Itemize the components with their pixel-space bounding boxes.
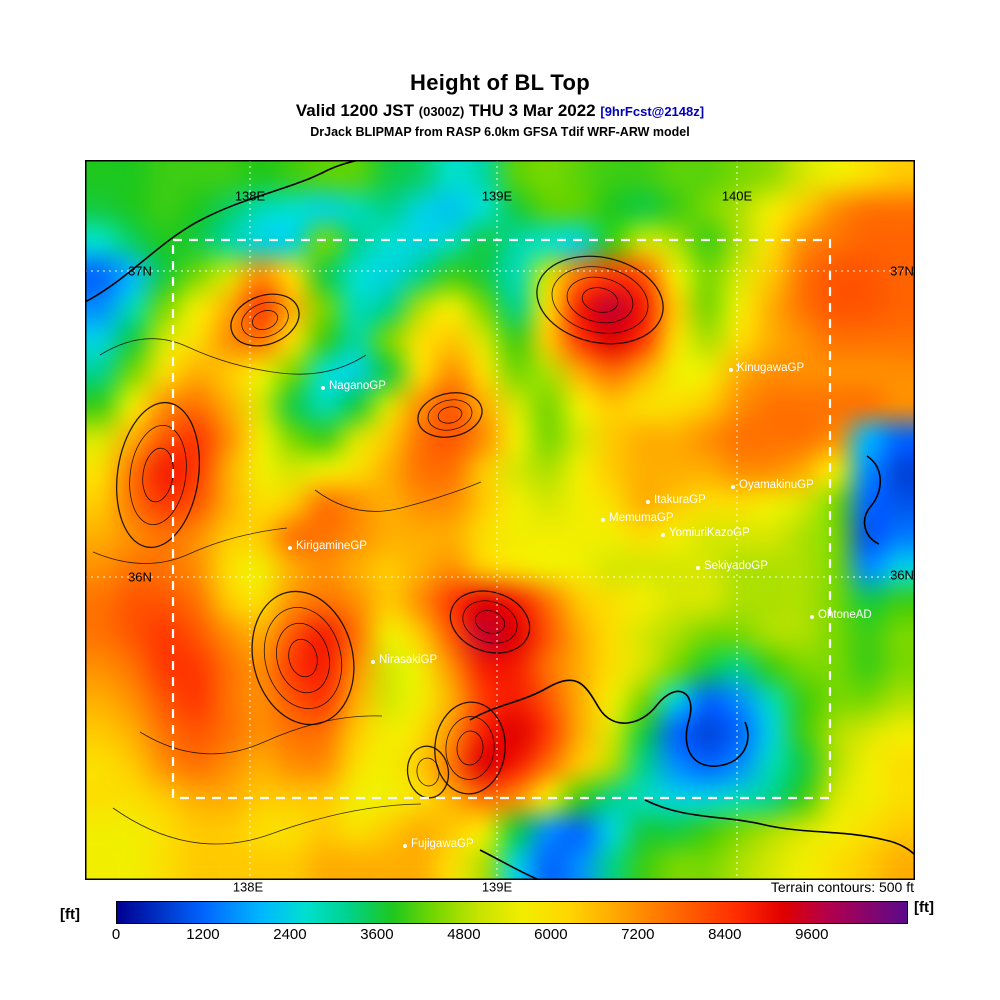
terrain-contour-ring [252, 310, 278, 330]
colorbar-unit-left: [ft] [60, 906, 80, 923]
colorbar-tick-label: 0 [111, 926, 121, 943]
terrain-contour-ring [456, 730, 484, 766]
coastline [85, 160, 915, 880]
inner-domain-box [171, 238, 832, 800]
station-label: YomiuriKazoGP [669, 527, 750, 539]
terrain-contour-ring [581, 287, 619, 313]
colorbar-unit-right: [ft] [914, 899, 934, 916]
map-overlay [85, 160, 915, 880]
station-dot [288, 546, 292, 550]
chart-title: Height of BL Top [410, 70, 590, 95]
terrain-contour-ring [251, 590, 355, 726]
station-label: NaganoGP [329, 380, 386, 392]
terrain-contour-lines [92, 338, 482, 845]
station-label: ItakuraGP [654, 494, 706, 506]
station-dot [661, 533, 665, 537]
station-dot [731, 485, 735, 489]
terrain-contour-ring [417, 392, 483, 438]
lat-label-left: 36N [128, 569, 152, 585]
valid-prefix: Valid 1200 JST [295, 101, 419, 120]
header: Height of BL Top Valid 1200 JST (0300Z) … [0, 70, 1000, 139]
colorbar-tick-label: 4800 [447, 926, 481, 943]
station-dot [729, 368, 733, 372]
station-label: KirigamineGP [296, 540, 367, 552]
terrain-contours-note: Terrain contours: 500 ft [770, 879, 914, 895]
terrain-contour-ring [129, 424, 187, 526]
station-label: MemumaGP [609, 512, 674, 524]
valid-zulu: (0300Z) [418, 104, 465, 119]
terrain-contour-ring [566, 276, 634, 324]
terrain-contour-ring [142, 447, 174, 503]
colorbar [116, 901, 908, 924]
lat-label-right: 37N [890, 263, 914, 279]
terrain-contour-ring [462, 600, 518, 644]
terrain-contour-ring [416, 757, 440, 787]
colorbar-tick-label: 3600 [360, 926, 394, 943]
station-dot [810, 615, 814, 619]
station-label: OyamakinuGP [739, 479, 814, 491]
map-border [85, 160, 915, 880]
terrain-contour-ring [115, 401, 201, 549]
station-dot [321, 386, 325, 390]
forecast-tag: [9hrFcst@2148z] [600, 104, 705, 119]
latlon-grid [85, 160, 915, 880]
terrain-contour-ring [551, 266, 649, 334]
bl-top-heatmap [85, 160, 915, 880]
model-line: DrJack BLIPMAP from RASP 6.0km GFSA Tdif… [310, 125, 690, 139]
terrain-contour-ring [536, 255, 664, 345]
colorbar-tick-label: 6000 [534, 926, 568, 943]
station-dot [646, 500, 650, 504]
station-label: SekiyadoGP [704, 560, 768, 572]
terrain-contour-ring [434, 701, 506, 795]
colorbar-tick-label: 1200 [186, 926, 220, 943]
station-dot [371, 660, 375, 664]
valid-line: Valid 1200 JST (0300Z) THU 3 Mar 2022 [9… [0, 101, 1000, 121]
lon-label-bottom: 139E [481, 879, 513, 895]
colorbar-tick-label: 7200 [621, 926, 655, 943]
lat-label-right: 36N [890, 567, 914, 583]
valid-date: THU 3 Mar 2022 [464, 101, 601, 120]
colorbar-tick-label: 9600 [795, 926, 829, 943]
colorbar-tick-label: 8400 [708, 926, 742, 943]
terrain-contour-ring [437, 406, 463, 424]
station-dot [601, 518, 605, 522]
lon-label-top: 139E [481, 188, 513, 204]
station-label: KinugawaGP [737, 362, 805, 374]
terrain-contour-ring [449, 590, 531, 654]
terrain-contour-ring [427, 399, 473, 431]
station-dot [403, 844, 407, 848]
terrain-contour-ring [276, 622, 330, 694]
station-label: NirasakiGP [379, 654, 438, 666]
terrain-contour-ring [263, 606, 343, 710]
terrain-contour-ring [241, 301, 289, 339]
lon-label-top: 140E [721, 188, 753, 204]
lon-label-bottom: 138E [232, 879, 264, 895]
station-label: FujigawaGP [411, 838, 474, 850]
terrain-contours [115, 255, 664, 799]
terrain-contour-ring [288, 638, 318, 678]
lon-label-top: 138E [234, 188, 266, 204]
colorbar-tick-label: 2400 [273, 926, 307, 943]
station-dot [696, 566, 700, 570]
terrain-contour-ring [406, 745, 450, 799]
terrain-contour-ring [474, 610, 506, 634]
terrain-contour-ring [230, 293, 300, 347]
lat-label-left: 37N [128, 263, 152, 279]
terrain-contour-ring [445, 716, 495, 780]
station-label: OhtoneAD [818, 609, 872, 621]
